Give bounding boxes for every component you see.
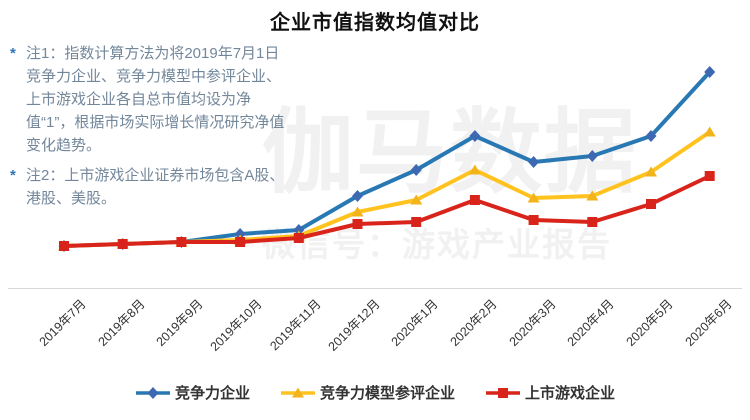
series-2-point-3 [235,237,246,247]
x-axis-label: 2020年2月 [447,296,500,349]
x-axis-label: 2020年6月 [682,296,735,349]
x-axis-label: 2019年9月 [153,296,207,349]
note-2-text: 注2：上市游戏企业证券市场包含A股、港股、美股。 [26,167,285,207]
series-0-point-3 [234,228,246,240]
x-axis-label: 2020年3月 [506,296,559,349]
series-1-point-0 [58,240,70,251]
legend-label: 竞争力模型参评企业 [319,385,455,402]
chart-legend: 竞争力企业 竞争力模型参评企业 上市游戏企业 [0,382,750,403]
x-axis-label: 2020年5月 [623,296,676,349]
watermark-brand: 伽马数据 [262,102,639,204]
legend-item-0: 竞争力企业 [135,382,250,403]
series-2-point-0 [59,241,69,251]
series-1-point-3 [234,234,247,245]
note-1-text: 注1：指数计算方法为将2019年7月1日竞争力企业、竞争力模型中参评企业、上市游… [26,45,285,154]
x-axis-label: 2019年10月 [207,296,265,354]
legend-triangle-marker-icon [280,387,315,397]
series-0-point-1 [117,238,129,250]
x-axis-label: 2019年8月 [95,296,148,349]
series-0-point-2 [175,236,187,248]
series-1-point-1 [116,238,129,249]
x-axis-label: 2019年7月 [36,296,89,349]
series-0-point-10 [645,130,657,142]
notes-block: * 注1：指数计算方法为将2019年7月1日竞争力企业、竞争力模型中参评企业、上… [10,42,288,217]
legend-label: 上市游戏企业 [525,385,616,402]
x-axis-label: 2019年12月 [325,296,383,354]
legend-item-1: 竞争力模型参评企业 [280,382,455,403]
series-1-point-2 [175,236,188,247]
series-2-point-2 [176,237,187,247]
asterisk-bullet: * [10,45,16,62]
x-axis-label: 2020年4月 [564,296,618,349]
series-0-point-0 [58,240,70,252]
legend-item-2: 上市游戏企业 [485,382,615,403]
watermark-wechat: 微信号：游戏产业报告 [262,226,612,263]
legend-square-marker-icon [486,387,520,398]
series-2-point-1 [117,239,128,249]
note-1: * 注1：指数计算方法为将2019年7月1日竞争力企业、竞争力模型中参评企业、上… [10,42,288,157]
legend-label: 竞争力企业 [174,385,250,402]
series-1-point-11 [703,126,716,137]
series-1-point-10 [645,166,657,177]
series-0-point-11 [704,66,716,78]
series-2-point-10 [646,199,656,209]
legend-diamond-marker-icon [135,386,170,399]
x-axis-label: 2019年11月 [267,296,324,354]
x-axis-label: 2020年1月 [388,296,441,349]
series-2-point-11 [704,171,715,181]
note-2: * 注2：上市游戏企业证券市场包含A股、港股、美股。 [10,164,288,210]
asterisk-bullet: * [10,167,16,184]
chart-title: 企业市值指数均值对比 [270,12,480,34]
